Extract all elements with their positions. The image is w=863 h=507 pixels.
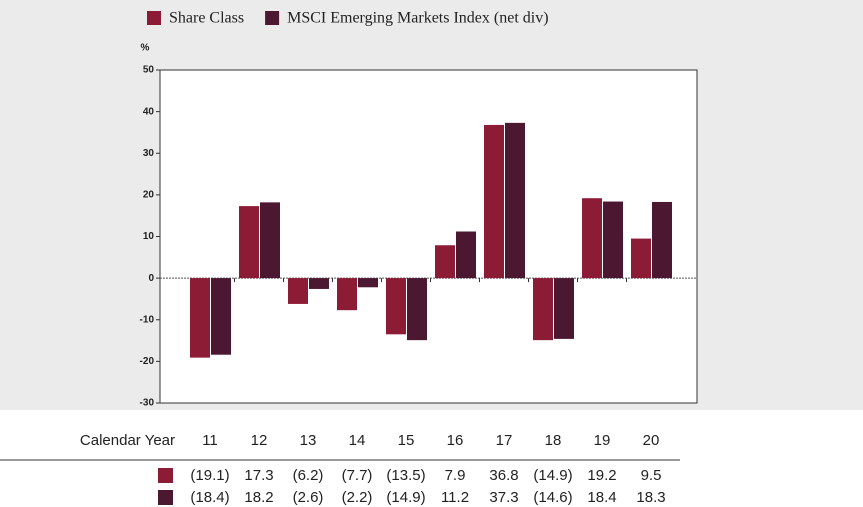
table-category: 18 xyxy=(545,432,562,449)
table-value: 37.3 xyxy=(489,489,518,506)
table-value: 18.4 xyxy=(587,489,616,506)
legend-label: MSCI Emerging Markets Index (net div) xyxy=(287,10,548,27)
y-tick-label: 0 xyxy=(148,273,154,284)
table-value: (18.4) xyxy=(190,489,229,506)
bar xyxy=(456,231,476,279)
table-header: Calendar Year xyxy=(80,432,175,449)
y-tick-label: 30 xyxy=(143,148,155,159)
table-value: (7.7) xyxy=(342,467,373,484)
table-value: 36.8 xyxy=(489,467,518,484)
y-tick-label: 40 xyxy=(143,106,155,117)
y-axis-label: % xyxy=(141,43,150,54)
bar xyxy=(435,245,455,279)
table-category: 15 xyxy=(398,432,415,449)
table-category: 12 xyxy=(251,432,268,449)
bar xyxy=(260,202,280,279)
table-value: 9.5 xyxy=(641,467,662,484)
table-value: (6.2) xyxy=(293,467,324,484)
bar xyxy=(603,201,623,279)
y-tick-label: 10 xyxy=(143,231,155,242)
bar xyxy=(533,278,553,341)
table-value: 7.9 xyxy=(445,467,466,484)
table-value: 19.2 xyxy=(587,467,616,484)
table-value: 17.3 xyxy=(244,467,273,484)
bar xyxy=(309,278,329,289)
bar xyxy=(190,278,210,358)
bar xyxy=(288,278,308,304)
table-value: (13.5) xyxy=(386,467,425,484)
table-category: 13 xyxy=(300,432,317,449)
table-value: (19.1) xyxy=(190,467,229,484)
bar xyxy=(484,124,504,279)
y-tick-label: -20 xyxy=(140,356,155,367)
y-tick-label: -10 xyxy=(140,314,155,325)
bar xyxy=(582,198,602,279)
legend-label: Share Class xyxy=(169,10,244,27)
bar xyxy=(554,278,574,339)
table-swatch xyxy=(158,490,173,505)
bar xyxy=(505,122,525,279)
bar xyxy=(631,238,651,279)
legend-swatch xyxy=(147,11,161,25)
y-tick-label: -30 xyxy=(140,398,155,409)
table-category: 14 xyxy=(349,432,366,449)
table-value: (14.6) xyxy=(533,489,572,506)
table-category: 19 xyxy=(594,432,611,449)
table-value: 11.2 xyxy=(441,489,469,506)
bar xyxy=(337,278,357,311)
table-value: (14.9) xyxy=(386,489,425,506)
bar xyxy=(239,206,259,279)
bar xyxy=(386,278,406,335)
table-category: 11 xyxy=(202,432,218,449)
table-value: 18.2 xyxy=(244,489,273,506)
y-tick-label: 20 xyxy=(143,190,155,201)
table-category: 20 xyxy=(643,432,660,449)
bar xyxy=(407,278,427,341)
table-value: (14.9) xyxy=(533,467,572,484)
y-tick-label: 50 xyxy=(143,65,155,76)
legend-swatch xyxy=(265,11,280,25)
bar xyxy=(211,278,231,355)
table-category: 16 xyxy=(447,432,464,449)
table-value: (2.6) xyxy=(293,489,324,506)
table-swatch xyxy=(158,468,173,483)
bar xyxy=(358,278,378,288)
table-value: 18.3 xyxy=(636,489,665,506)
table-category: 17 xyxy=(496,432,513,449)
bar xyxy=(652,201,672,279)
table-value: (2.2) xyxy=(342,489,373,506)
